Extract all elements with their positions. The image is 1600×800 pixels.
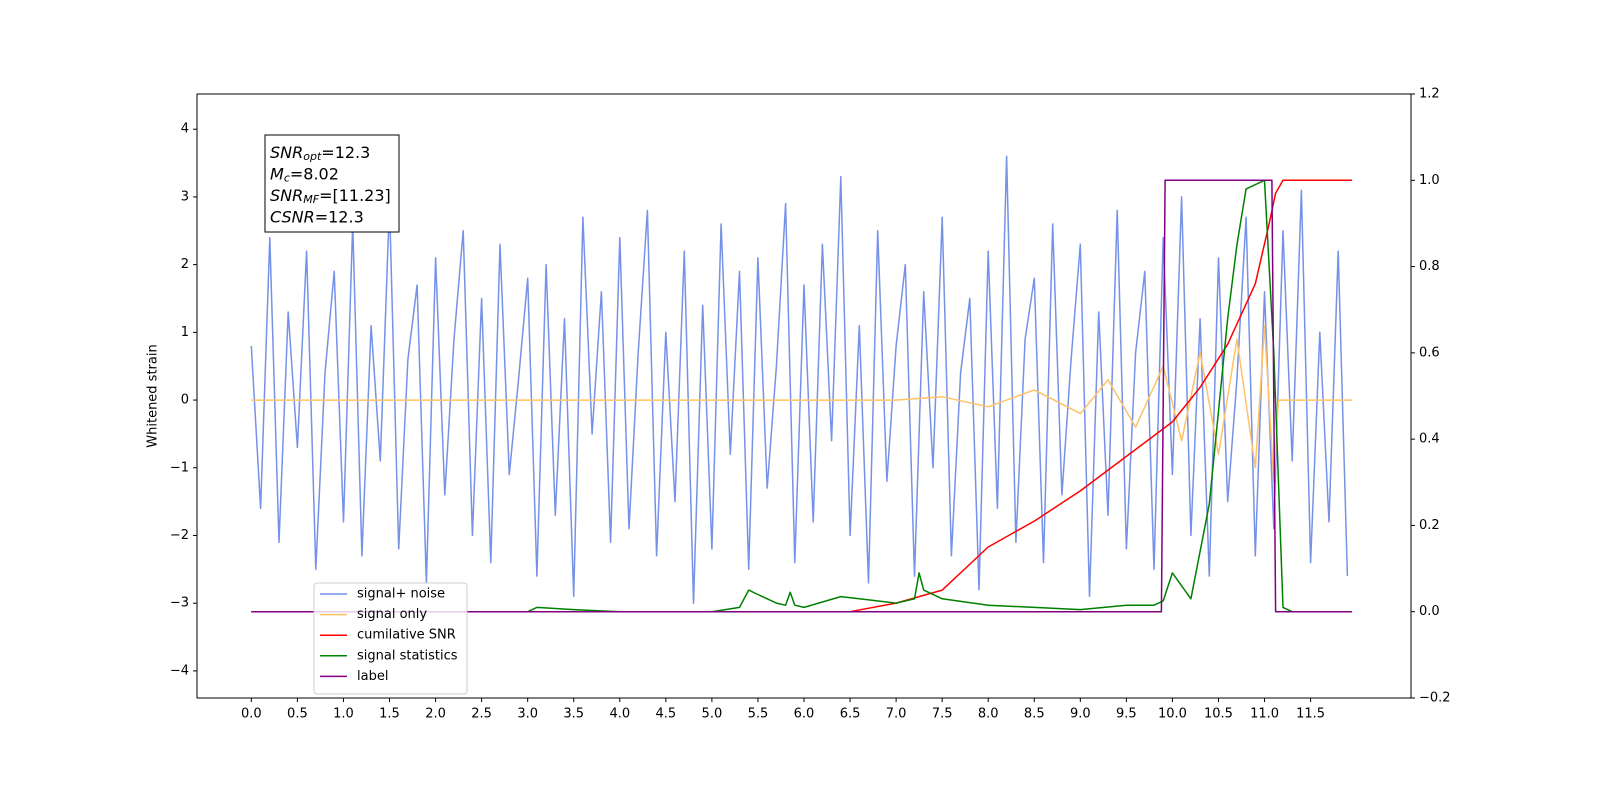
y-tick-label: −1 [170, 460, 189, 475]
x-tick-label: 2.0 [425, 707, 446, 722]
y-tick-label: 0 [181, 393, 189, 408]
x-tick-label: 0.5 [287, 707, 308, 722]
x-tick-label: 7.5 [932, 707, 953, 722]
annotation: CSNR=12.3 [270, 207, 364, 226]
legend-label: cumilative SNR [357, 628, 456, 643]
x-tick-label: 4.5 [655, 707, 676, 722]
y-axis-label: Whitened strain [146, 344, 161, 447]
y-tick-label: −4 [170, 663, 189, 678]
x-tick-label: 8.0 [978, 707, 999, 722]
x-tick-label: 3.5 [563, 707, 584, 722]
annotation: SNRMF=[11.23] [270, 186, 391, 207]
y2-tick-label: 0.2 [1419, 518, 1440, 533]
x-tick-label: 4.0 [609, 707, 630, 722]
x-tick-label: 10.5 [1204, 707, 1233, 722]
annotation: SNRopt=12.3 [270, 143, 370, 164]
y-tick-label: −3 [170, 596, 189, 611]
y-tick-label: 1 [181, 325, 189, 340]
series-line [250, 155, 1349, 604]
x-tick-label: 2.5 [471, 707, 492, 722]
annotation-subscript: c [284, 172, 290, 185]
annotation-value: =8.02 [290, 164, 339, 183]
x-tick-label: 6.0 [794, 707, 815, 722]
legend-label: signal only [357, 607, 427, 622]
y2-tick-label: 0.0 [1419, 604, 1440, 619]
annotation-symbol: M [270, 164, 284, 183]
annotation-value: =[11.23] [319, 186, 391, 205]
y-tick-label: 3 [181, 189, 189, 204]
x-tick-label: 5.0 [702, 707, 723, 722]
series-line [251, 179, 1353, 613]
annotation-symbol: SNR [270, 186, 303, 205]
x-tick-label: 5.5 [748, 707, 769, 722]
x-tick-label: 1.0 [333, 707, 354, 722]
y2-tick-label: 0.8 [1419, 259, 1440, 274]
y2-tick-label: 0.6 [1419, 345, 1440, 360]
x-tick-label: 11.5 [1296, 707, 1325, 722]
x-tick-label: 1.5 [379, 707, 400, 722]
annotation-subscript: MF [303, 193, 319, 206]
x-tick-label: 9.5 [1116, 707, 1137, 722]
legend-label: signal statistics [357, 648, 458, 663]
x-tick-label: 6.5 [840, 707, 861, 722]
y-tick-label: 2 [181, 257, 189, 272]
annotation-value: =12.3 [315, 207, 364, 226]
annotation: Mc=8.02 [270, 164, 339, 185]
legend-label: label [357, 669, 388, 684]
y2-tick-label: 0.4 [1419, 432, 1440, 447]
annotation-box [264, 134, 400, 233]
annotation-value: =12.3 [321, 143, 370, 162]
series-line [251, 179, 1293, 613]
y2-tick-label: −0.2 [1419, 691, 1451, 706]
y2-tick-label: 1.0 [1419, 173, 1440, 188]
x-tick-label: 7.0 [886, 707, 907, 722]
x-tick-label: 0.0 [241, 707, 262, 722]
annotation-subscript: opt [303, 150, 322, 163]
annotation-symbol: SNR [270, 143, 303, 162]
x-tick-label: 10.0 [1158, 707, 1187, 722]
x-tick-label: 3.0 [517, 707, 538, 722]
legend-box [313, 582, 468, 695]
x-tick-label: 11.0 [1250, 707, 1279, 722]
legend-label: signal+ noise [357, 587, 445, 602]
y-tick-label: 4 [181, 122, 189, 137]
y-tick-label: −2 [170, 528, 189, 543]
x-tick-label: 8.5 [1024, 707, 1045, 722]
x-tick-label: 9.0 [1070, 707, 1091, 722]
annotation-symbol: CSNR [270, 207, 315, 226]
y2-tick-label: 1.2 [1419, 87, 1440, 102]
